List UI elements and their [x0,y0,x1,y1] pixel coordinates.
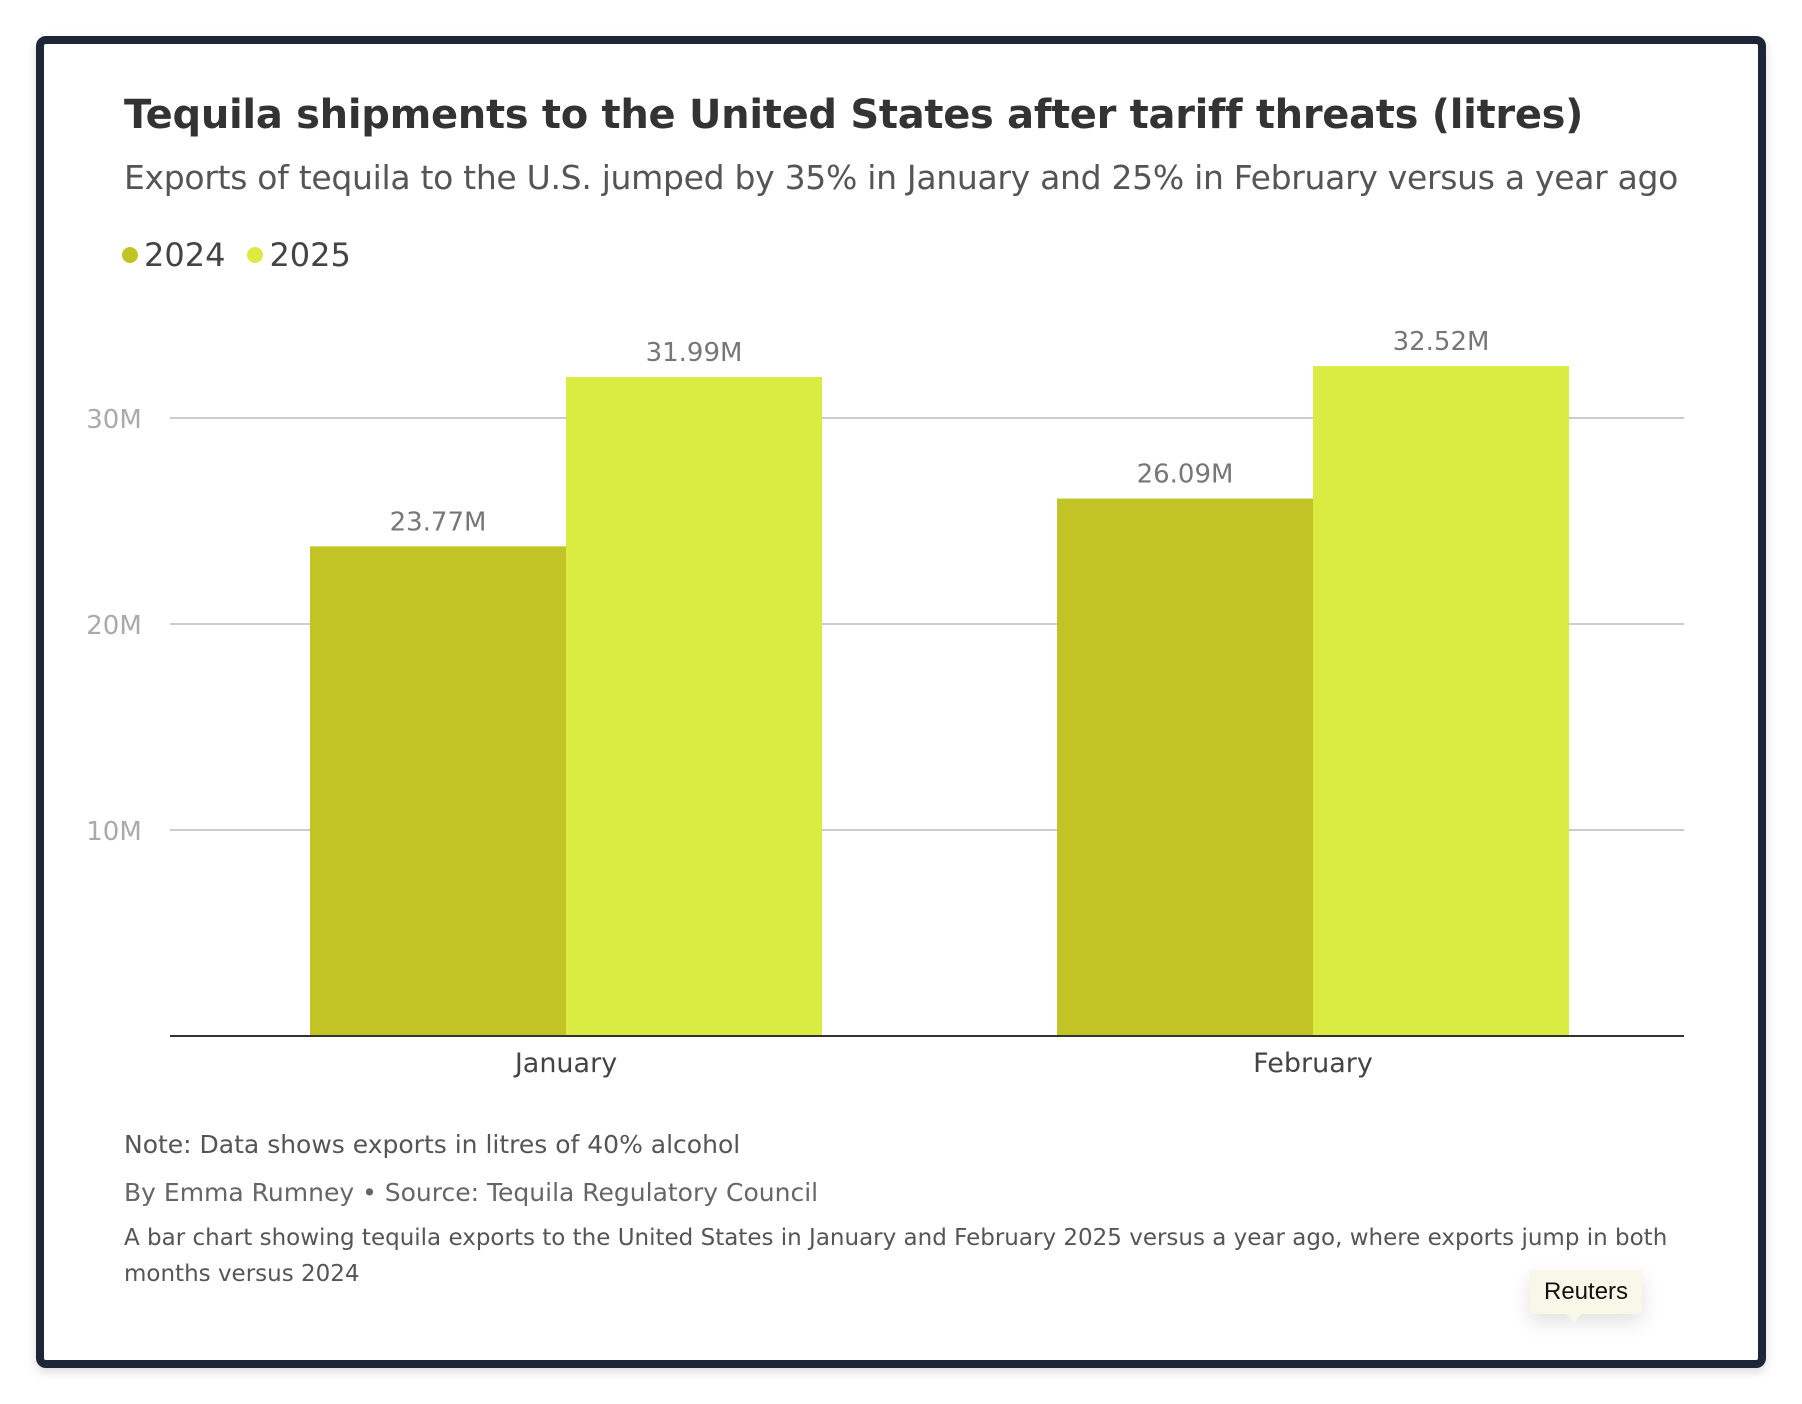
chart-note: Note: Data shows exports in litres of 40… [124,1130,741,1159]
bar-chart: 10M 20M 30M 23.77M 31.99M January 26.09M 32.52M… [86,327,1684,1079]
y-tick-label: 20M [86,611,142,641]
legend-label-2024: 2024 [144,236,226,274]
legend-swatch-2025 [247,247,264,263]
x-tick-label: February [1253,1048,1373,1079]
chart-card: Tequila shipments to the United States a… [36,36,1766,1368]
y-tick-label: 10M [86,817,142,847]
y-tick-label: 30M [86,405,142,435]
data-label: 23.77M [390,507,487,537]
legend-item-2024: 2024 [122,236,225,274]
legend-label-2025: 2025 [269,236,351,274]
data-label: 31.99M [646,338,743,368]
bar-2024-february [1057,498,1313,1036]
data-label: 32.52M [1393,327,1490,357]
bar-2025-february [1313,366,1569,1036]
legend-item-2025: 2025 [247,236,351,274]
data-label: 26.09M [1137,460,1234,490]
tooltip-arrow-icon [1564,1311,1584,1323]
chart-description: A bar chart showing tequila exports to t… [124,1225,1668,1287]
bar-2024-january [310,546,566,1036]
chart-legend: 2024 2025 [122,236,373,274]
bar-2025-january [566,377,822,1037]
chart-title: Tequila shipments to the United States a… [124,92,1584,138]
x-tick-label: January [513,1048,617,1079]
chart-byline: By Emma Rumney • Source: Tequila Regulat… [124,1178,819,1207]
reuters-tooltip: Reuters [1530,1270,1643,1314]
legend-swatch-2024 [122,247,138,263]
chart-subtitle: Exports of tequila to the U.S. jumped by… [124,158,1679,197]
